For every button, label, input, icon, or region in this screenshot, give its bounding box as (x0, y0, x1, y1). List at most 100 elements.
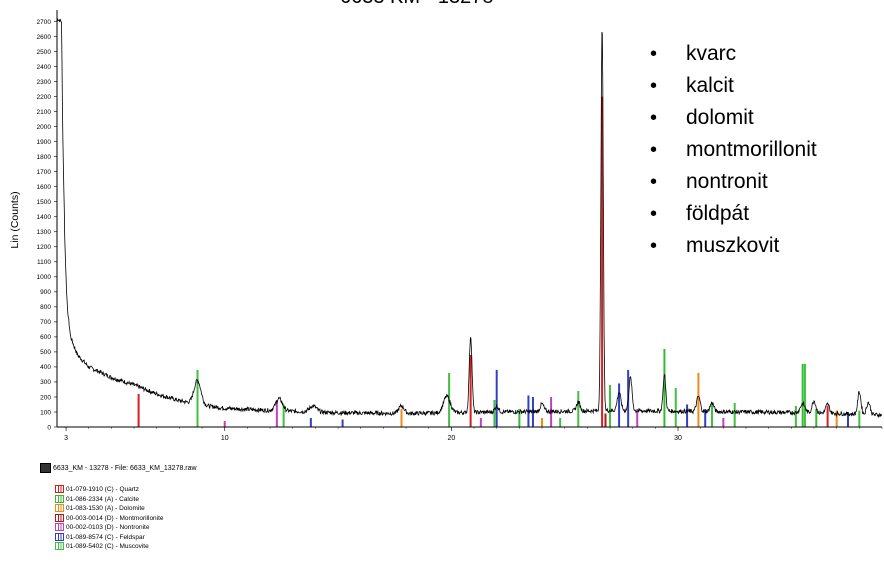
reference-label: 01-079-1910 (C) - Quartz (66, 486, 139, 493)
reference-stick (309, 417, 312, 427)
reference-item: 00-003-0014 (D) - Montmorillonite (55, 513, 164, 524)
reference-stick (697, 372, 700, 427)
bullet-icon: • (650, 139, 658, 161)
reference-item: 00-002-0103 (D) - Nontronite (55, 523, 164, 533)
reference-item: 01-089-5402 (C) - Muscovite (55, 542, 164, 552)
y-tick-label: 1500 (37, 199, 52, 206)
reference-label: 01-089-8574 (C) - Feldspar (66, 533, 145, 541)
reference-swatch-icon (55, 542, 64, 551)
y-tick-label: 300 (40, 379, 51, 386)
reference-stick (559, 417, 562, 427)
x-tick-label: 10 (221, 435, 229, 440)
reference-item: 01-089-8574 (C) - Feldspar (55, 532, 164, 543)
y-tick-label: 1700 (37, 169, 52, 176)
reference-stick (636, 408, 639, 427)
reference-stick (196, 369, 199, 427)
mineral-label: muszkovit (686, 234, 780, 257)
y-tick-label: 0 (47, 424, 51, 431)
mineral-item: • muszkovit (650, 230, 817, 262)
reference-stick (479, 417, 482, 427)
mineral-item: • dolomit (650, 102, 817, 134)
reference-stick (794, 405, 797, 427)
bullet-icon: • (650, 235, 658, 257)
y-tick-label: 1900 (37, 139, 52, 146)
x-tick-label: 3 (64, 435, 68, 440)
reference-label: 00-003-0014 (D) - Montmorillonite (66, 514, 164, 522)
reference-stick (711, 402, 714, 427)
reference-label: 01-086-2334 (A) - Calcite (66, 495, 139, 503)
reference-label: 00-002-0103 (D) - Nontronite (66, 524, 150, 531)
bullet-icon: • (650, 203, 658, 225)
reference-label: 01-089-5402 (C) - Muscovite (66, 543, 149, 550)
y-tick-label: 500 (40, 349, 51, 356)
xrd-pattern-line (56, 18, 882, 419)
reference-swatch-icon (55, 485, 64, 494)
reference-swatch-icon (55, 494, 64, 503)
reference-swatch-icon (55, 523, 64, 532)
reference-stick (618, 383, 621, 427)
reference-stick (704, 408, 707, 427)
reference-stick (858, 410, 861, 427)
reference-stick (674, 387, 677, 427)
bullet-icon: • (650, 107, 658, 129)
scan-legend-label: 6633_KM - 13278 - File: 6633_KM_13278.ra… (53, 464, 197, 472)
chart-title: 6633 KM - 13278 (340, 0, 493, 9)
reference-stick (137, 393, 140, 427)
bullet-icon: • (650, 43, 658, 65)
y-tick-label: 2300 (37, 79, 52, 86)
x-tick-label: 30 (674, 435, 682, 440)
reference-stick (601, 96, 604, 427)
reference-stick (609, 384, 612, 427)
reference-stick (541, 417, 544, 427)
x-tick-label: 20 (447, 435, 455, 440)
reference-legend: 01-079-1910 (C) - Quartz 01-086-2334 (A)… (55, 485, 164, 552)
reference-stick (469, 354, 472, 427)
reference-item: 01-083-1530 (A) - Dolomite (55, 504, 164, 514)
reference-stick (282, 404, 285, 427)
bullet-icon: • (650, 75, 658, 97)
mineral-label: kvarc (686, 42, 737, 65)
y-tick-label: 800 (40, 304, 51, 311)
reference-label: 01-083-1530 (A) - Dolomite (66, 505, 145, 512)
diffractogram-chart: 0 100 200 300 400 500 600 700 800 900 1000 1100 1200… (9, 10, 883, 440)
y-tick-label: 2400 (37, 64, 52, 71)
y-tick-label: 400 (40, 364, 51, 371)
mineral-label: kalcit (686, 74, 734, 97)
reference-stick (801, 363, 804, 427)
y-axis-title: Lin (Counts) (9, 191, 21, 248)
mineral-item: • kvarc (650, 38, 817, 70)
scan-legend: 6633_KM - 13278 - File: 6633_KM_13278.ra… (40, 463, 197, 473)
y-tick-label: 700 (40, 319, 51, 326)
reference-stick (722, 417, 725, 427)
scan-swatch-icon (40, 463, 51, 473)
reference-stick (223, 420, 226, 427)
y-tick-label: 1100 (37, 259, 51, 266)
mineral-item: • montmorillonit (650, 134, 817, 166)
y-tick-label: 100 (40, 409, 51, 416)
y-tick-label: 1300 (37, 229, 52, 236)
y-tick-label: 2000 (37, 124, 52, 131)
y-tick-label: 1400 (37, 214, 52, 221)
reference-stick (826, 405, 829, 427)
reference-item: 01-079-1910 (C) - Quartz (55, 485, 164, 495)
reference-stick (686, 404, 689, 427)
y-tick-label: 1800 (37, 154, 52, 161)
reference-stick (531, 396, 534, 427)
reference-stick (493, 399, 496, 427)
reference-stick (847, 411, 850, 427)
reference-swatch-icon (55, 532, 64, 541)
y-tick-label: 2700 (37, 19, 52, 26)
y-tick-label: 200 (40, 394, 51, 401)
y-tick-label: 2500 (37, 49, 52, 56)
y-tick-label: 2200 (37, 94, 52, 101)
reference-item: 01-086-2334 (A) - Calcite (55, 494, 164, 505)
mineral-item: • földpát (650, 198, 817, 230)
y-tick-label: 1200 (37, 244, 52, 251)
mineral-label: nontronit (686, 170, 768, 193)
reference-stick (803, 363, 806, 427)
reference-stick (518, 408, 521, 427)
y-tick-label: 900 (40, 289, 51, 296)
reference-swatch-icon (55, 513, 64, 522)
reference-swatch-icon (55, 504, 64, 513)
y-tick-label: 1000 (37, 274, 52, 281)
